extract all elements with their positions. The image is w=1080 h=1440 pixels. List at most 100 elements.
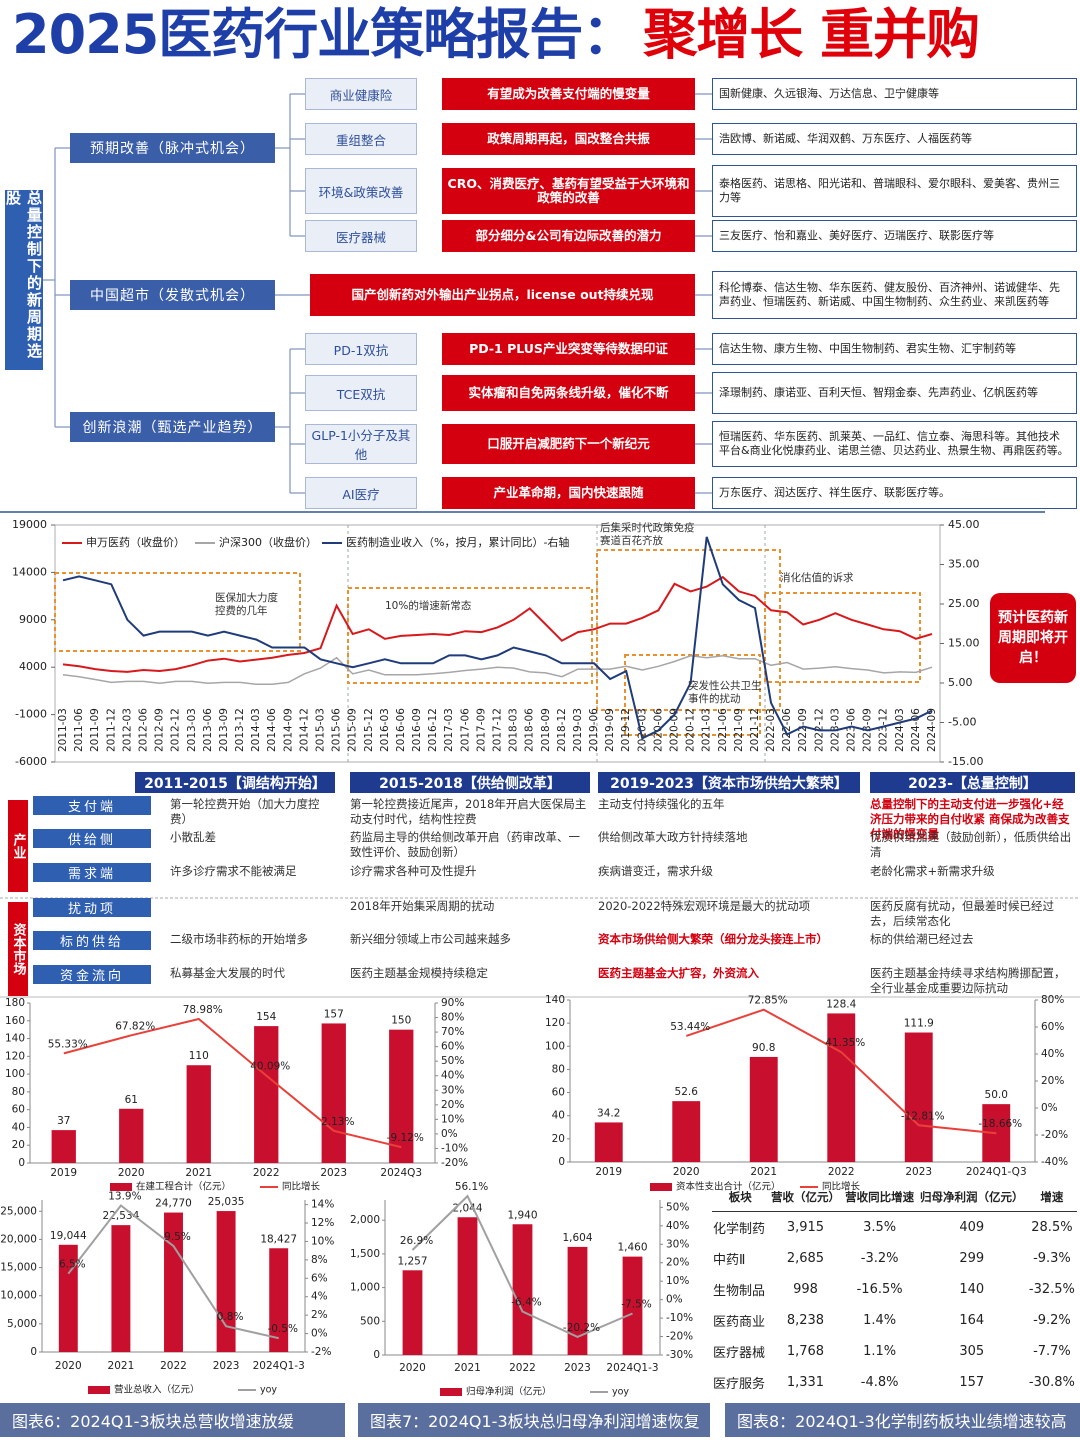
x-tick-label: 2024Q1-3 <box>606 1362 658 1374</box>
x-tick-label: 2023-06 <box>846 708 858 752</box>
data-label: -0.5% <box>267 1323 297 1335</box>
annotation: 后集采时代政策免疫赛道百花齐放 <box>600 522 695 548</box>
data-label: 110 <box>189 1050 209 1062</box>
title-main: 2025医药行业策略报告： <box>12 3 636 66</box>
summary-table: 板块 营收（亿元） 营收同比增速 归母净利润（亿元） 增速 化学制药 3,915 3.5% 40… <box>712 1183 1077 1398</box>
period-cell: 主动支付持续强化的五年 <box>598 797 725 811</box>
y2-tick-label: 40% <box>666 1220 689 1232</box>
data-label: 128.4 <box>826 998 856 1010</box>
table-cell: 157 <box>959 1375 985 1390</box>
y-tick-label: 15,000 <box>0 1262 37 1274</box>
table-row: 生物制品 998 -16.5% 140 -32.5% <box>712 1274 1077 1305</box>
series-line <box>62 655 933 686</box>
table-cell: 299 <box>959 1251 985 1266</box>
x-tick-label: 2021 <box>454 1362 481 1374</box>
period-cell: 2018年开始集采周期的扰动 <box>350 899 495 913</box>
figure-caption: 图表8：2024Q1-3化学制药板块业绩增速较高 <box>725 1403 1080 1437</box>
y-tick-label: 180 <box>5 997 25 1009</box>
y2-tick-label: 8% <box>311 1254 328 1266</box>
table-header: 归母净利润（亿元） <box>916 1183 1027 1212</box>
data-label: 37 <box>57 1115 70 1127</box>
table-cell: -7.7% <box>1033 1344 1071 1359</box>
bar <box>402 1270 423 1355</box>
legend-label: 医药制造业收入（%，按月，累计同比）-右轴 <box>346 535 569 549</box>
x-tick-label: 2012-03 <box>121 708 133 752</box>
data-label: 26.9% <box>400 1235 433 1247</box>
y2-tick-label: 20% <box>441 1099 464 1111</box>
y-tick-label: 20,000 <box>0 1233 37 1245</box>
table-cell: 164 <box>959 1313 985 1328</box>
y-tick-label: 120 <box>5 1050 25 1062</box>
stock-list: 万东医疗、润达医疗、祥生医疗、联影医疗等。 <box>712 477 1077 509</box>
table-cell: -3.2% <box>860 1251 899 1266</box>
y2-tick-label: -15.00 <box>948 755 983 768</box>
period-cell: 老龄化需求+新需求升级 <box>870 864 995 878</box>
y2-tick-label: 20% <box>1041 1075 1064 1087</box>
x-tick-label: 2017-03 <box>443 708 455 752</box>
highlight-box <box>596 549 781 711</box>
data-label: 154 <box>256 1011 276 1023</box>
table-cell: -9.3% <box>1033 1251 1071 1266</box>
y2-tick-label: 2% <box>311 1309 328 1321</box>
bar <box>389 1029 414 1163</box>
legend-label: 沪深300（收盘价） <box>219 535 317 549</box>
leaf-label: TCE双抗 <box>305 375 417 411</box>
data-label: -7.5% <box>621 1298 651 1310</box>
period-cell: 医药主题基金大扩容，外资流入 <box>598 966 759 980</box>
y2-tick-label: 35.00 <box>948 558 980 571</box>
y2-tick-label: 25.00 <box>948 597 980 610</box>
y-tick-label: 10,000 <box>0 1290 37 1302</box>
stock-list: 信达生物、康方生物、中国生物制药、君实生物、汇宇制药等 <box>712 333 1077 365</box>
x-tick-label: 2013-03 <box>186 708 198 752</box>
data-label: 1,604 <box>562 1232 592 1244</box>
x-tick-label: 2017-12 <box>492 708 504 752</box>
data-label: 40.09% <box>250 1061 290 1073</box>
annotation: 医保加大力度控费的几年 <box>215 592 278 618</box>
table-header: 板块 <box>712 1183 769 1212</box>
callout: 预计医药新周期即将开启！ <box>990 593 1076 683</box>
annotation: 10%的增速新常态 <box>385 600 472 612</box>
data-label: 78.98% <box>183 1004 223 1016</box>
table-row: 医疗器械 1,768 1.1% 305 -7.7% <box>712 1336 1077 1367</box>
x-tick-label: 2021 <box>185 1167 212 1179</box>
table-row: 中药Ⅱ 2,685 -3.2% 299 -9.3% <box>712 1243 1077 1274</box>
x-tick-label: 2012-12 <box>170 708 182 752</box>
y-tick-label: -6000 <box>15 755 47 768</box>
legend-label: 归母净利润（亿元） <box>466 1386 552 1398</box>
x-tick-label: 2015-06 <box>331 708 343 752</box>
y2-tick-label: 60% <box>441 1041 464 1053</box>
x-tick-label: 2021-06 <box>717 708 729 752</box>
legend-swatch <box>88 1386 110 1394</box>
y2-tick-label: 15.00 <box>948 637 980 650</box>
x-tick-label: 2019 <box>595 1166 622 1178</box>
y2-tick-label: 90% <box>441 997 464 1009</box>
series-line <box>685 1008 997 1135</box>
y-tick-label: 100 <box>5 1068 25 1080</box>
y2-tick-label: 40% <box>1041 1048 1064 1060</box>
x-tick-label: 2017-06 <box>459 708 471 752</box>
x-tick-label: 2019 <box>50 1167 77 1179</box>
table-cell: 409 <box>959 1220 985 1235</box>
leaf-label: 环境&政策改善 <box>305 168 417 214</box>
bar <box>58 1244 78 1352</box>
y-tick-label: 14000 <box>12 565 47 578</box>
y2-tick-label: 10% <box>666 1275 689 1287</box>
stock-list: 泽璟制药、康诺亚、百利天恒、智翔金泰、先声药业、亿帆医药等 <box>712 372 1077 414</box>
bar <box>111 1225 131 1352</box>
y-tick-label: 2,000 <box>350 1214 380 1226</box>
y2-tick-label: 45.00 <box>948 518 980 531</box>
branch-label: 创新浪潮（甄选产业趋势） <box>70 412 275 442</box>
y2-tick-label: 50% <box>441 1055 464 1067</box>
period-cell: 标的供给潮已经过去 <box>870 932 974 946</box>
theme-label: PD-1 PLUS产业突变等待数据印证 <box>442 333 695 365</box>
x-tick-label: 2012-06 <box>138 708 150 752</box>
table-cell: 医药商业 <box>713 1315 766 1330</box>
x-tick-label: 2019-09 <box>604 708 616 752</box>
x-tick-label: 2012-09 <box>154 708 166 752</box>
data-label: 50.0 <box>985 1089 1008 1101</box>
x-tick-label: 2021 <box>108 1360 135 1372</box>
y-tick-label: 20 <box>12 1139 25 1151</box>
y-tick-label: 40 <box>12 1121 25 1133</box>
y-tick-label: 19000 <box>12 518 47 531</box>
table-cell: -9.2% <box>1033 1313 1071 1328</box>
